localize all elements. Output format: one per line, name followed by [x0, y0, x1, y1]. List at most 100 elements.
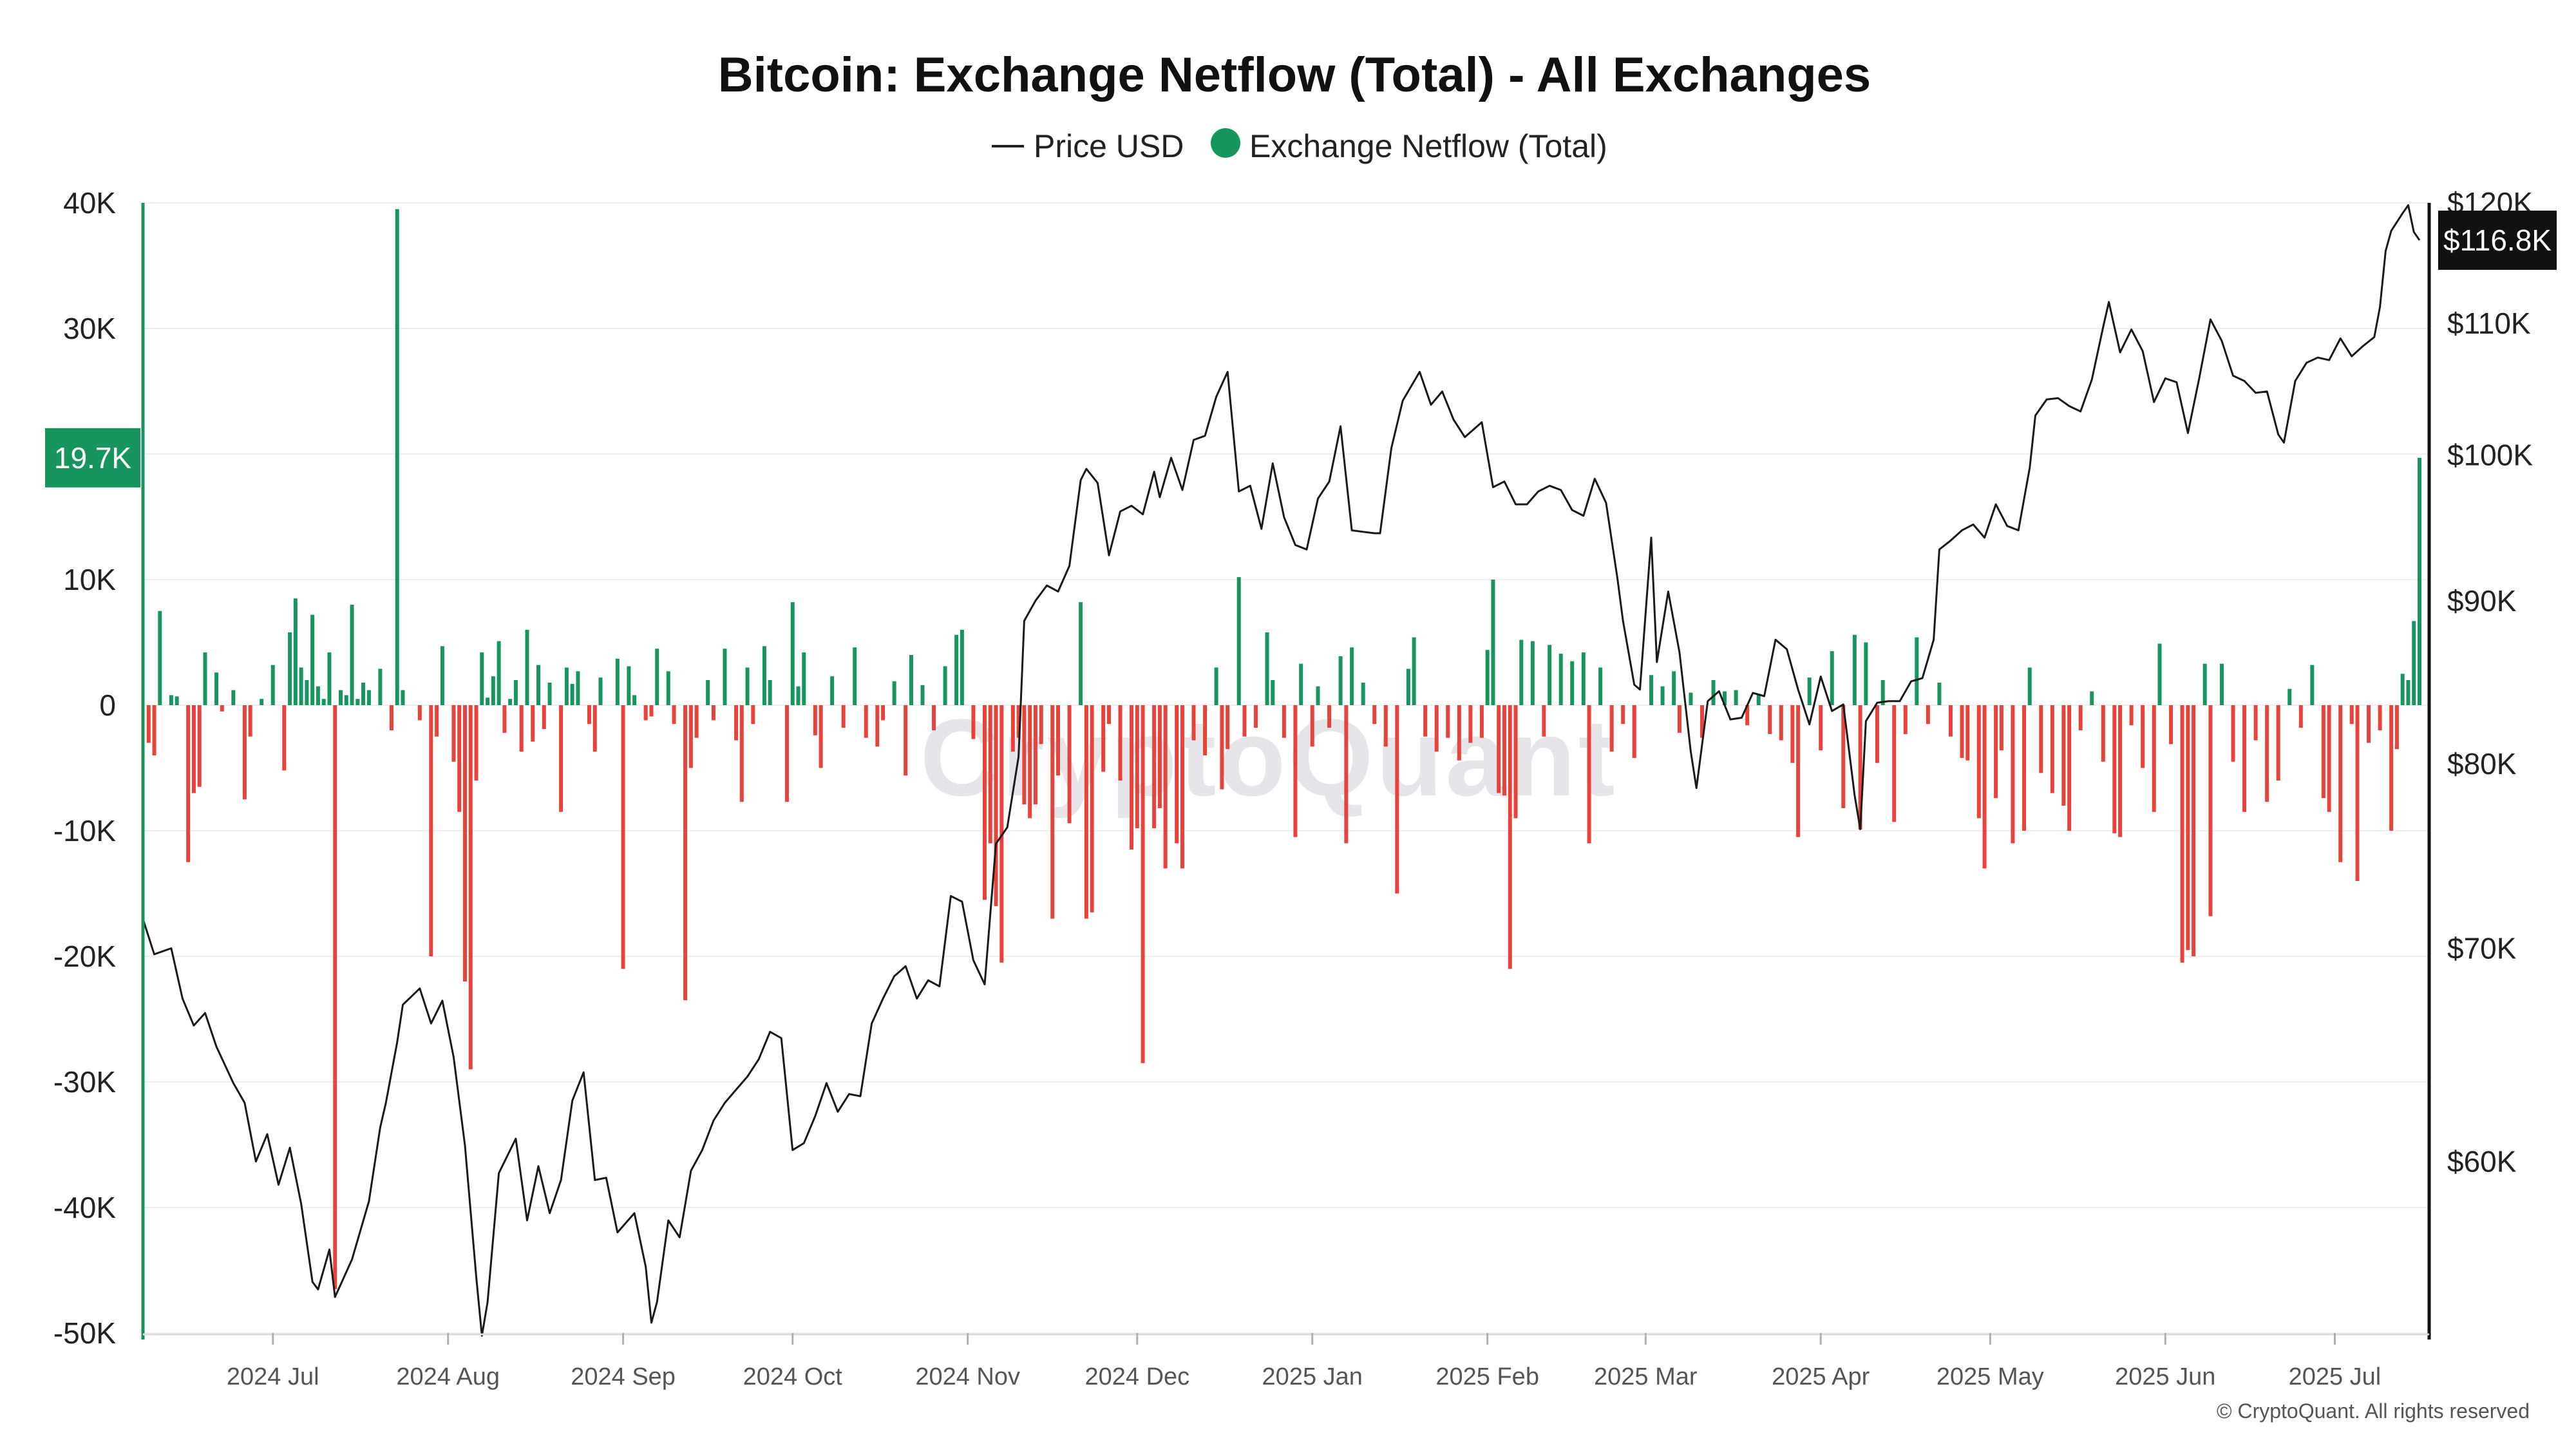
- netflow-bar-inflow: [536, 665, 541, 705]
- netflow-bar-outflow: [1130, 705, 1134, 850]
- netflow-bar-inflow: [2412, 621, 2416, 705]
- netflow-bar-outflow: [242, 705, 247, 800]
- netflow-bar-outflow: [1191, 705, 1196, 741]
- netflow-bar-inflow: [1734, 690, 1738, 705]
- x-tick-label: 2025 May: [1937, 1363, 2044, 1390]
- x-tick-label: 2025 Jun: [2115, 1363, 2215, 1390]
- netflow-bar-outflow: [819, 705, 823, 768]
- netflow-bar-outflow: [1344, 705, 1349, 844]
- netflow-bar-inflow: [1236, 577, 1241, 705]
- netflow-bar-outflow: [1175, 705, 1179, 844]
- netflow-bar-outflow: [1141, 705, 1145, 1063]
- netflow-bar-outflow: [1513, 705, 1518, 819]
- netflow-bar-outflow: [2378, 705, 2382, 730]
- netflow-bar-outflow: [2180, 705, 2184, 963]
- netflow-bar-outflow: [1293, 705, 1298, 837]
- netflow-bar-inflow: [706, 680, 710, 705]
- netflow-bar-outflow: [1135, 705, 1139, 829]
- netflow-bar-outflow: [2367, 705, 2371, 743]
- netflow-bar-outflow: [2169, 705, 2174, 744]
- left-tick-label: -50K: [53, 1316, 116, 1350]
- netflow-bar-outflow: [2321, 705, 2325, 799]
- netflow-bar-outflow: [881, 705, 886, 721]
- netflow-bar-outflow: [875, 705, 880, 747]
- netflow-bar-inflow: [762, 646, 766, 705]
- netflow-bar-inflow: [830, 676, 835, 705]
- netflow-bar-outflow: [2276, 705, 2280, 781]
- netflow-last-value: 19.7K: [54, 441, 132, 475]
- netflow-bar-inflow: [1491, 580, 1495, 705]
- netflow-bar-inflow: [305, 680, 309, 705]
- netflow-bar-inflow: [350, 605, 354, 705]
- netflow-bar-inflow: [1915, 637, 1919, 705]
- netflow-bar-outflow: [1254, 705, 1258, 728]
- netflow-bar-inflow: [1649, 675, 1654, 705]
- netflow-bar-inflow: [395, 209, 399, 705]
- netflow-bar-outflow: [813, 705, 817, 735]
- netflow-bar-inflow: [1807, 677, 1812, 705]
- netflow-bar-outflow: [531, 705, 535, 742]
- netflow-bar-outflow: [220, 705, 224, 712]
- netflow-bar-outflow: [2039, 705, 2043, 773]
- netflow-bar-outflow: [1310, 705, 1314, 747]
- netflow-bar-outflow: [2050, 705, 2054, 793]
- netflow-bar-inflow: [288, 632, 292, 705]
- netflow-bar-outflow: [1965, 705, 1970, 761]
- netflow-bar-outflow: [1976, 705, 1981, 819]
- legend-netflow-dot-marker[interactable]: [1211, 128, 1240, 158]
- left-tick-label: 40K: [63, 186, 116, 220]
- netflow-bar-outflow: [1282, 705, 1286, 738]
- netflow-bar-inflow: [576, 671, 580, 705]
- netflow-bar-outflow: [904, 705, 908, 776]
- netflow-bar-outflow: [146, 705, 151, 743]
- netflow-bar-inflow: [1672, 671, 1676, 705]
- netflow-bar-inflow: [321, 699, 326, 705]
- right-tick-label: $100K: [2447, 439, 2533, 472]
- netflow-bar-inflow: [260, 699, 264, 705]
- netflow-bar-inflow: [943, 666, 947, 705]
- x-tick-label: 2025 Jan: [1262, 1363, 1363, 1390]
- netflow-bar-inflow: [892, 681, 896, 705]
- netflow-bar-outflow: [841, 705, 846, 728]
- netflow-bar-outflow: [1163, 705, 1168, 869]
- netflow-bar-outflow: [1621, 705, 1625, 724]
- netflow-bar-inflow: [2287, 688, 2292, 705]
- netflow-bar-inflow: [203, 652, 207, 705]
- netflow-bar-outflow: [2141, 705, 2145, 768]
- netflow-bar-inflow: [299, 667, 303, 705]
- netflow-bar-inflow: [960, 630, 964, 705]
- x-tick-label: 2024 Dec: [1084, 1363, 1189, 1390]
- netflow-bar-inflow: [1937, 682, 1942, 705]
- netflow-bar-outflow: [784, 705, 789, 802]
- netflow-bar-inflow: [344, 695, 348, 705]
- netflow-bar-inflow: [1530, 641, 1535, 705]
- netflow-bar-outflow: [191, 705, 196, 793]
- netflow-bar-outflow: [1050, 705, 1055, 919]
- netflow-bar-outflow: [1056, 705, 1061, 776]
- netflow-bar-outflow: [1587, 705, 1591, 844]
- netflow-bar-outflow: [864, 705, 868, 738]
- right-tick-label: $110K: [2447, 307, 2531, 340]
- netflow-bar-outflow: [2242, 705, 2247, 812]
- netflow-bar-inflow: [1880, 680, 1885, 705]
- netflow-bar-outflow: [1090, 705, 1094, 913]
- netflow-bar-inflow: [310, 614, 315, 705]
- netflow-bar-inflow: [909, 655, 913, 705]
- netflow-bar-outflow: [1745, 705, 1750, 726]
- netflow-bar-outflow: [1016, 705, 1021, 738]
- netflow-bar-inflow: [231, 690, 236, 705]
- netflow-bar-inflow: [491, 676, 495, 705]
- netflow-bar-inflow: [1558, 654, 1563, 705]
- netflow-bar-outflow: [1497, 705, 1501, 793]
- netflow-bar-inflow: [480, 652, 484, 705]
- netflow-bar-outflow: [1502, 705, 1506, 796]
- netflow-bar-inflow: [1265, 632, 1269, 705]
- netflow-bar-outflow: [1632, 705, 1636, 758]
- legend-price-label[interactable]: Price USD: [1034, 128, 1184, 164]
- netflow-bar-outflow: [1327, 705, 1332, 728]
- netflow-bar-outflow: [2298, 705, 2303, 728]
- netflow-bar-outflow: [2338, 705, 2343, 862]
- legend-netflow-label[interactable]: Exchange Netflow (Total): [1249, 128, 1607, 164]
- x-tick-label: 2024 Nov: [915, 1363, 1020, 1390]
- netflow-bar-outflow: [1858, 705, 1862, 830]
